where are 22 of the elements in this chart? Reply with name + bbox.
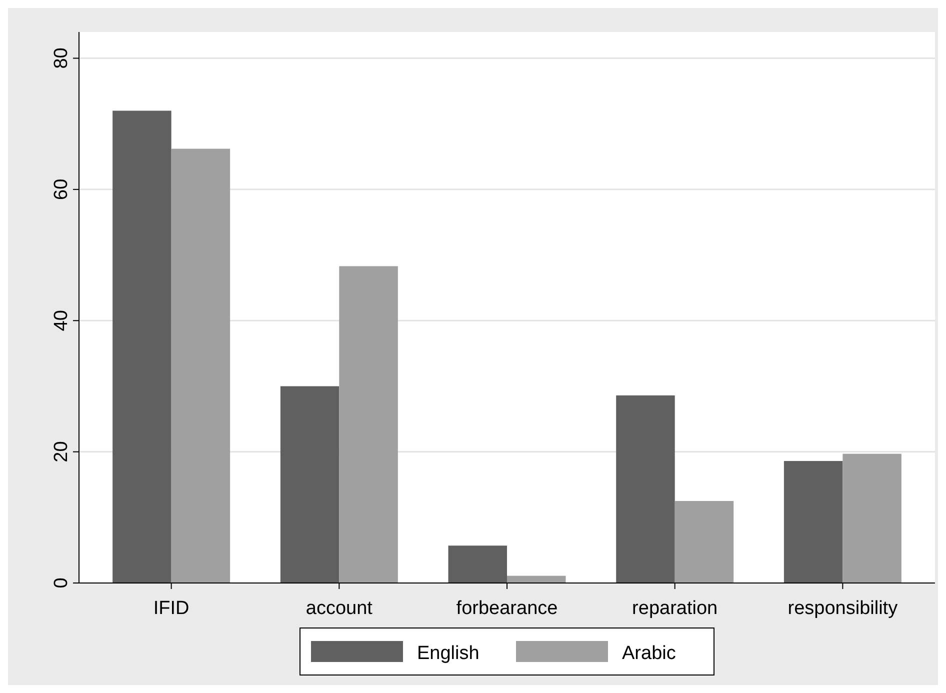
bar [171, 148, 230, 583]
y-tick-label: 60 [51, 178, 72, 200]
bar [616, 395, 675, 583]
y-tick-label: 20 [51, 441, 72, 462]
y-tick-label: 0 [51, 578, 72, 588]
bar [448, 546, 507, 583]
legend-label: Arabic [622, 643, 676, 664]
x-tick-label: forbearance [456, 598, 558, 619]
y-tick-label: 80 [51, 48, 72, 69]
x-tick-label: reparation [632, 598, 718, 619]
bar [784, 460, 843, 583]
bar [339, 266, 398, 583]
bar [507, 576, 566, 583]
bar [280, 386, 340, 583]
x-tick-label: account [306, 598, 374, 619]
x-tick-label: responsibility [788, 598, 898, 619]
bar [674, 501, 734, 583]
y-tick-label: 40 [51, 310, 72, 332]
legend-label: English [417, 643, 480, 664]
bar [112, 110, 172, 583]
x-tick-label: IFID [153, 598, 190, 619]
bar [842, 454, 902, 583]
